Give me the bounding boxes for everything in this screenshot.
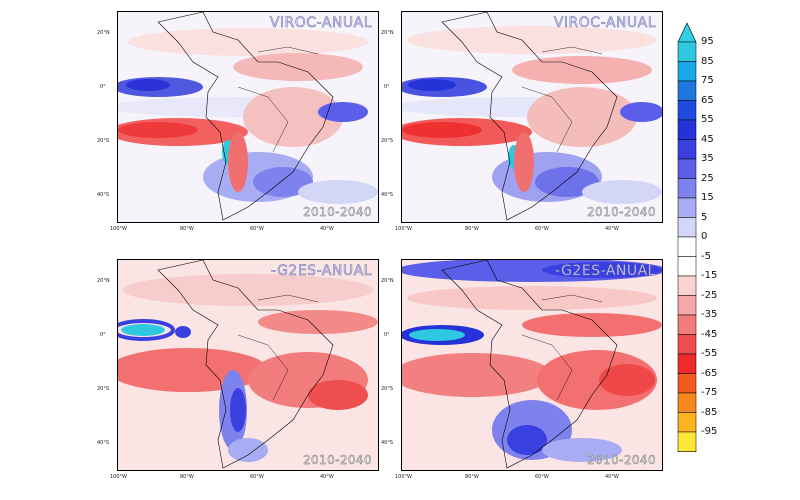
anomaly-field <box>118 12 378 222</box>
lat-tick: 40°S <box>381 440 394 446</box>
lon-tick: 100°W <box>395 226 412 232</box>
colorbar-segment <box>677 178 697 199</box>
lon-tick: 80°W <box>465 474 479 480</box>
lat-tick: 0° <box>100 84 106 90</box>
colorbar-segment <box>677 100 697 121</box>
colorbar-tick-label: 15 <box>701 192 714 203</box>
anomaly-field <box>118 260 378 470</box>
lon-tick: 80°W <box>180 474 194 480</box>
colorbar-segment <box>677 275 697 296</box>
colorbar-segment <box>677 392 697 413</box>
lat-tick: 20°N <box>381 278 394 284</box>
lon-tick: 100°W <box>110 474 127 480</box>
model-label: -G2ES-ANUAL <box>271 263 372 280</box>
colorbar-top-arrow <box>677 22 697 43</box>
lat-tick: 20°N <box>381 30 394 36</box>
period-label: 2010-2040 <box>302 453 372 467</box>
colorbar-tick-label: -75 <box>701 387 718 398</box>
lon-tick: 60°W <box>535 474 549 480</box>
model-label: -G2ES-ANUAL <box>555 263 656 280</box>
lon-tick: 60°W <box>535 226 549 232</box>
colorbar-tick-label: -5 <box>701 250 711 262</box>
period-label: 2010-2040 <box>586 205 656 219</box>
colorbar-segment <box>677 80 697 101</box>
model-label: VIROC-ANUAL <box>269 15 372 32</box>
lon-tick: 40°W <box>320 226 334 232</box>
map-panel-viroc-1: VIROC-ANUAL 2010-2040 <box>117 11 379 223</box>
colorbar-tick-label: 75 <box>701 75 714 86</box>
lat-tick: 20°S <box>97 386 110 392</box>
colorbar-segment <box>677 353 697 374</box>
colorbar-segment <box>677 158 697 179</box>
colorbar-segment <box>677 217 697 238</box>
colorbar-tick-label: -55 <box>701 348 718 359</box>
lat-tick: 0° <box>384 84 390 90</box>
lon-tick: 80°W <box>465 226 479 232</box>
lon-tick: 40°W <box>605 474 619 480</box>
lat-tick: 20°N <box>97 278 110 284</box>
colorbar-tick-label: -15 <box>701 270 718 281</box>
colorbar-segment <box>677 139 697 160</box>
lon-tick: 40°W <box>605 226 619 232</box>
model-label: VIROC-ANUAL <box>553 15 656 32</box>
lon-tick: 40°W <box>320 474 334 480</box>
lat-tick: 20°S <box>97 138 110 144</box>
colorbar-tick-label: -85 <box>701 406 718 418</box>
anomaly-field <box>402 12 662 222</box>
colorbar-tick-label: -25 <box>701 289 718 301</box>
colorbar-tick-label: -95 <box>701 426 718 437</box>
colorbar-segment <box>677 314 697 335</box>
colorbar-segment <box>677 197 697 218</box>
colorbar <box>677 22 697 452</box>
lon-tick: 100°W <box>110 226 127 232</box>
map-panel-g2es-2: -G2ES-ANUAL 2010-2040 <box>401 259 663 471</box>
lat-tick: 0° <box>100 332 106 338</box>
lat-tick: 0° <box>384 332 390 338</box>
map-panel-viroc-2: VIROC-ANUAL 2010-2040 <box>401 11 663 223</box>
colorbar-segment <box>677 295 697 316</box>
colorbar-segment <box>677 373 697 394</box>
colorbar-tick-label: 25 <box>701 172 714 184</box>
colorbar-segment <box>677 334 697 355</box>
colorbar-tick-label: -45 <box>701 328 718 340</box>
colorbar-tick-label: 35 <box>701 153 714 164</box>
anomaly-field <box>402 260 662 470</box>
colorbar-tick-label: 85 <box>701 55 714 67</box>
colorbar-segment <box>677 256 697 277</box>
colorbar-tick-label: 45 <box>701 133 714 145</box>
map-panel-g2es-1: -G2ES-ANUAL 2010-2040 <box>117 259 379 471</box>
colorbar-segment <box>677 119 697 140</box>
lon-tick: 100°W <box>395 474 412 480</box>
colorbar-tick-label: 55 <box>701 114 714 125</box>
colorbar-tick-label: -35 <box>701 309 718 320</box>
lon-tick: 60°W <box>250 474 264 480</box>
colorbar-segment <box>677 236 697 257</box>
lat-tick: 40°S <box>97 192 110 198</box>
colorbar-bottom-arrow <box>677 451 697 452</box>
lat-tick: 20°S <box>381 386 394 392</box>
colorbar-tick-label: 5 <box>701 211 708 223</box>
colorbar-tick-label: 65 <box>701 94 714 106</box>
colorbar-segment <box>677 412 697 433</box>
lat-tick: 20°N <box>97 30 110 36</box>
colorbar-segment <box>677 41 697 62</box>
colorbar-tick-label: -65 <box>701 367 718 379</box>
lon-tick: 60°W <box>250 226 264 232</box>
lat-tick: 40°S <box>97 440 110 446</box>
lat-tick: 20°S <box>381 138 394 144</box>
colorbar-tick-label: 95 <box>701 36 714 47</box>
colorbar-segment <box>677 431 697 452</box>
period-label: 2010-2040 <box>586 453 656 467</box>
lat-tick: 40°S <box>381 192 394 198</box>
colorbar-tick-label: 0 <box>701 231 708 242</box>
colorbar-segment <box>677 61 697 82</box>
lon-tick: 80°W <box>180 226 194 232</box>
period-label: 2010-2040 <box>302 205 372 219</box>
